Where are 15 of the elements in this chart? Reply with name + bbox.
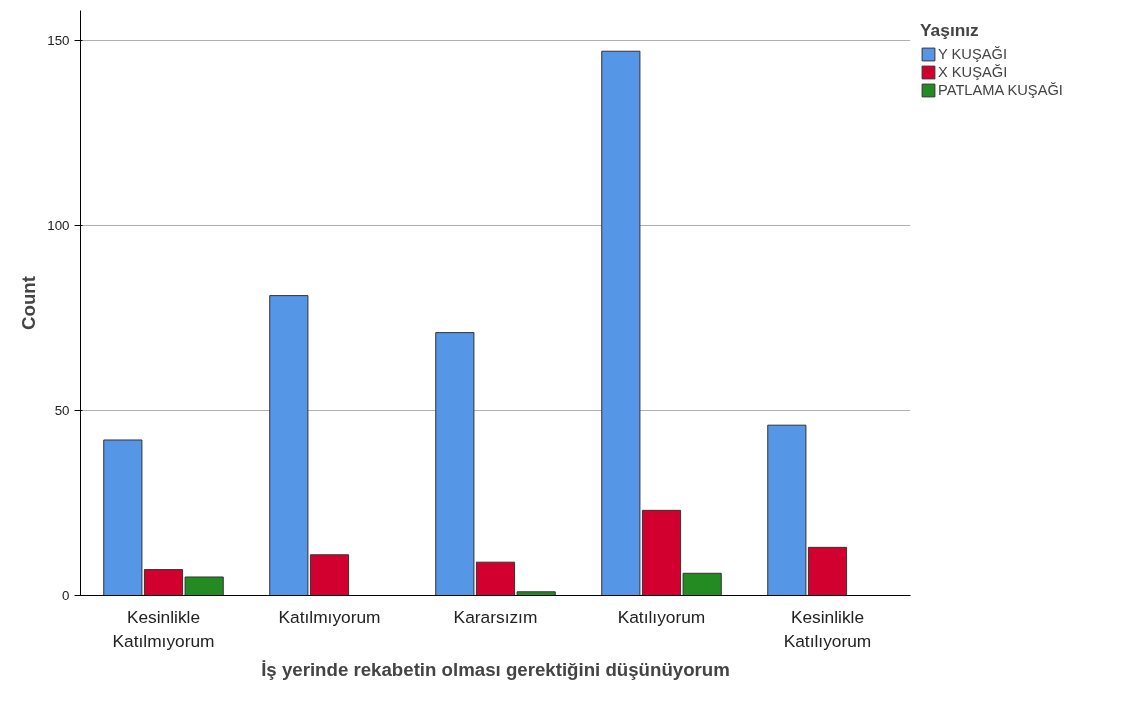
legend-title: Yaşınız [920,20,980,41]
x-tick-label: Kararsızım [453,606,538,627]
x-tick-label: Kesinlikle Katılıyorum [783,606,872,651]
x-tick-label: Kesinlikle Katılmıyorum [112,606,215,651]
y-tick-label: 0 [62,588,70,603]
y-tick-label: 150 [47,32,70,48]
legend-label: Y KUŞAĞI [938,46,1007,62]
x-tick-label: Katılıyorum [617,606,706,627]
y-tick-label: 100 [47,217,70,233]
y-tick-label: 50 [54,402,70,418]
legend-label: PATLAMA KUŞAĞI [938,82,1063,98]
x-tick-label: Katılmıyorum [278,606,381,627]
x-axis-title: İş yerinde rekabetin olması gerektiğini düşünüyorum [261,658,730,680]
y-axis-title: Count [18,276,40,330]
legend-label: X KUŞAĞI [938,64,1008,80]
